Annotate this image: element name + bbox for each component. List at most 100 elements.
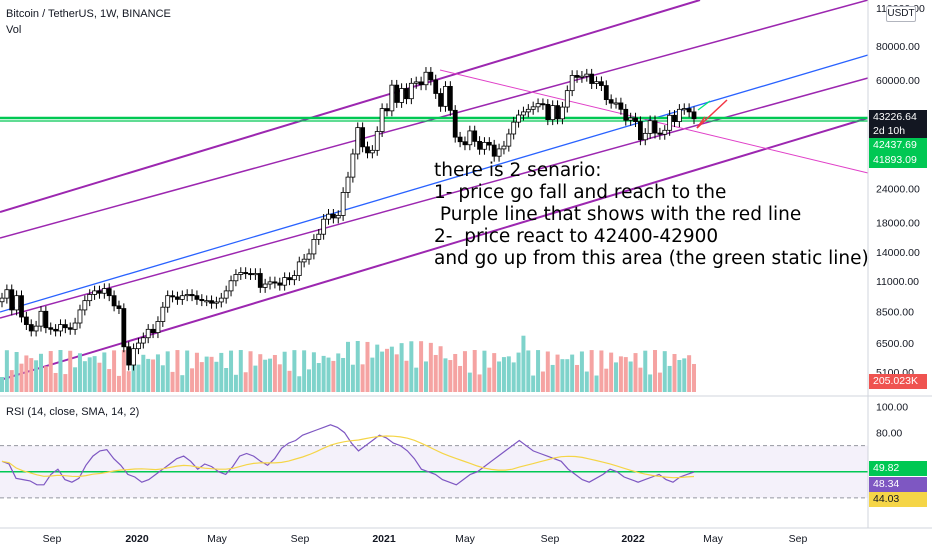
- volume-bar: [82, 361, 87, 392]
- rsi-label: RSI (14, close, SMA, 14, 2): [6, 406, 140, 418]
- candle-body: [77, 309, 83, 324]
- volume-bar: [565, 359, 570, 392]
- volume-bar: [458, 365, 463, 392]
- volume-bar: [331, 360, 336, 392]
- volume-bar: [653, 350, 658, 392]
- candle-body: [335, 215, 341, 219]
- volume-bar: [497, 361, 502, 392]
- candle-body: [131, 348, 136, 366]
- countdown-tag: 2d 10h: [869, 124, 927, 139]
- candle-body: [277, 282, 283, 286]
- candle-body: [19, 295, 24, 318]
- volume-bar: [638, 367, 643, 392]
- candle-body: [584, 73, 590, 77]
- candle-body: [467, 130, 473, 146]
- volume-bar: [9, 370, 14, 392]
- candle-body: [179, 295, 185, 300]
- rsi-tick-label: 100.00: [876, 402, 908, 414]
- candle-body: [681, 108, 687, 111]
- volume-bar: [511, 362, 516, 392]
- currency-scale-button[interactable]: USDT: [886, 6, 916, 22]
- volume-bar: [321, 355, 326, 392]
- volume-bar: [190, 368, 195, 392]
- candle-body: [53, 328, 59, 332]
- candle-body: [111, 295, 117, 307]
- candle-body: [243, 272, 249, 275]
- volume-bar: [633, 353, 638, 392]
- volume-bar: [687, 355, 692, 392]
- candle-body: [257, 273, 263, 288]
- candle-body: [389, 84, 395, 112]
- volume-bar: [155, 354, 160, 392]
- candle-body: [618, 102, 624, 110]
- candle-body: [404, 88, 409, 100]
- volume-bar: [34, 360, 39, 392]
- volume-bar: [414, 367, 419, 392]
- candle-body: [413, 81, 419, 84]
- volume-bar: [599, 350, 604, 392]
- volume-bar: [389, 346, 394, 392]
- candle-body: [272, 281, 278, 284]
- volume-bar: [536, 350, 541, 392]
- volume-label: Vol: [6, 24, 22, 36]
- volume-bar: [433, 354, 438, 392]
- volume-bar: [399, 343, 404, 392]
- rsi-line: [1, 424, 695, 486]
- time-tick-label: Sep: [291, 533, 310, 545]
- candle-body: [433, 79, 439, 94]
- candle-body: [116, 305, 122, 309]
- candle-body: [311, 239, 317, 255]
- candle-body: [145, 328, 151, 339]
- candle-body: [560, 106, 565, 120]
- volume-bar: [170, 371, 175, 392]
- volume-bar: [292, 350, 297, 392]
- volume-bar: [316, 363, 321, 392]
- candle-body: [160, 306, 166, 322]
- volume-bar: [326, 357, 331, 392]
- candle-body: [92, 290, 97, 295]
- candle-body: [594, 81, 599, 84]
- volume-bar: [462, 351, 467, 392]
- candle-body: [443, 85, 448, 107]
- time-tick-label: 2022: [621, 533, 645, 545]
- volume-bar: [77, 353, 82, 392]
- candle-body: [262, 283, 268, 288]
- rsi-level-tag: 49.82: [869, 461, 927, 476]
- volume-bar: [477, 374, 482, 392]
- volume-bar: [204, 356, 209, 392]
- volume-bar: [506, 356, 511, 392]
- candle-body: [662, 129, 668, 135]
- volume-bar: [258, 354, 263, 392]
- candle-body: [540, 103, 546, 106]
- volume-bar: [375, 344, 380, 392]
- candle-body: [628, 117, 634, 121]
- candle-body: [23, 316, 29, 325]
- candle-body: [43, 310, 49, 329]
- candle-body: [82, 300, 88, 311]
- volume-bar: [126, 371, 131, 392]
- note-line-5: and go up from this area (the green stat…: [434, 248, 869, 269]
- time-tick-label: Sep: [789, 533, 808, 545]
- volume-bar: [209, 356, 214, 392]
- volume-bar: [487, 367, 492, 392]
- candle-body: [62, 324, 68, 329]
- volume-bar: [107, 369, 112, 392]
- note-line-4: 2- price react to 42400-42900: [434, 226, 719, 247]
- price-tick-label: 80000.00: [876, 41, 920, 53]
- candle-body: [87, 294, 93, 302]
- volume-bar: [419, 341, 424, 392]
- price-tick-label: 24000.00: [876, 183, 920, 195]
- channel-line-top: [0, 0, 701, 213]
- volume-bar: [584, 371, 589, 392]
- volume-bar: [657, 372, 662, 392]
- volume-bar: [233, 374, 238, 392]
- volume-bar: [618, 356, 623, 392]
- price-tick-label: 18000.00: [876, 217, 920, 229]
- candle-body: [482, 141, 487, 150]
- volume-bar: [526, 350, 531, 392]
- volume-bar: [355, 341, 360, 392]
- volume-bar: [550, 364, 555, 392]
- candle-body: [374, 131, 380, 151]
- rsi-tick-label: 80.00: [876, 428, 902, 440]
